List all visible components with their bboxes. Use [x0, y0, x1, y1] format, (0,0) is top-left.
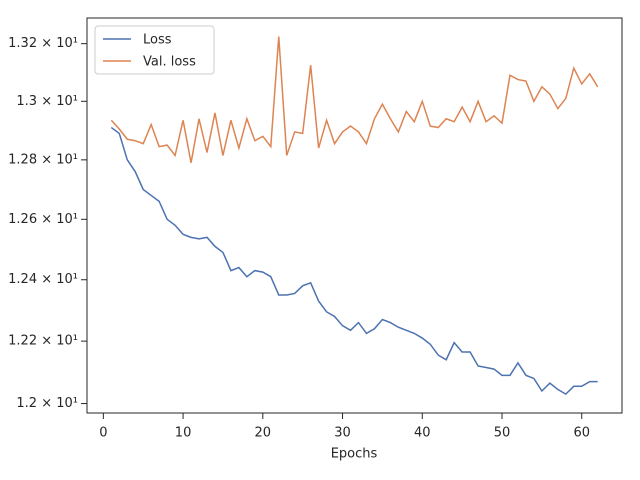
plot-frame [86, 17, 623, 414]
x-tick-label: 50 [494, 426, 511, 441]
x-tick-label: 10 [175, 426, 192, 441]
legend-box [94, 25, 215, 75]
y-tick-label: 1.32 × 10¹ [8, 36, 78, 51]
x-tick-label: 20 [255, 426, 272, 441]
legend-label: Loss [143, 33, 172, 48]
data-line [110, 36, 599, 163]
x-tick-label: 60 [573, 426, 590, 441]
y-tick-label: 1.22 × 10¹ [8, 334, 78, 349]
y-tick-label: 1.24 × 10¹ [8, 272, 78, 287]
y-tick-label: 1.3 × 10¹ [16, 94, 78, 109]
x-tick-label: 40 [414, 426, 431, 441]
legend-label: Val. loss [143, 55, 196, 70]
data-line [110, 126, 598, 396]
x-axis-label: Epochs [331, 447, 378, 462]
y-tick-label: 1.28 × 10¹ [8, 152, 78, 167]
y-tick-label: 1.2 × 10¹ [16, 396, 78, 411]
x-tick-label: 0 [99, 426, 107, 441]
y-tick-label: 1.26 × 10¹ [8, 212, 78, 227]
x-tick-label: 30 [334, 426, 351, 441]
